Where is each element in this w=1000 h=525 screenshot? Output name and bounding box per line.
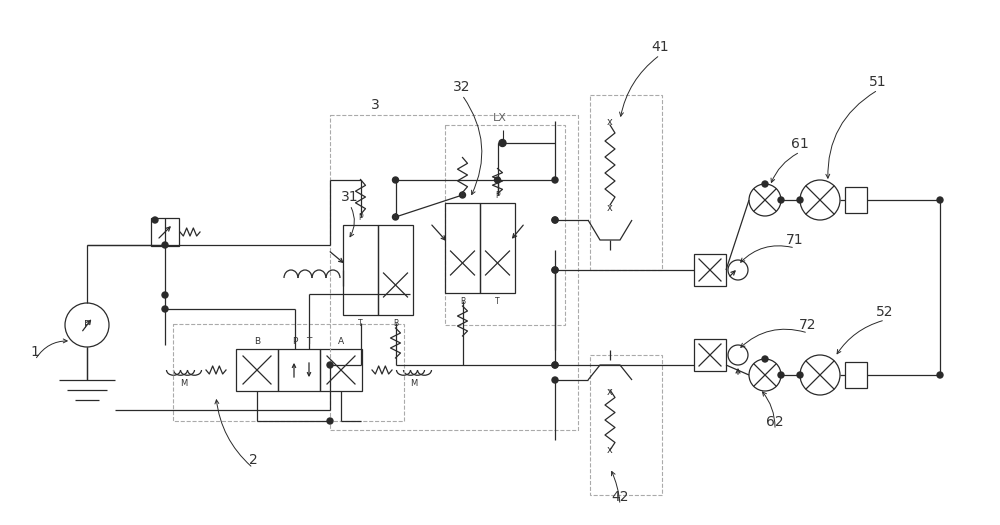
Bar: [694, 254, 726, 286]
Bar: [590, 355, 662, 495]
Text: P: P: [292, 337, 298, 345]
Text: x: x: [607, 445, 613, 455]
Bar: [445, 203, 480, 293]
Text: T: T: [306, 337, 312, 345]
Text: x: x: [607, 387, 613, 397]
Circle shape: [552, 177, 558, 183]
Text: 31: 31: [341, 190, 359, 204]
Circle shape: [152, 217, 158, 223]
Text: A: A: [393, 213, 398, 222]
Text: B: B: [254, 337, 260, 345]
Circle shape: [552, 267, 558, 273]
Text: 62: 62: [766, 415, 784, 429]
Circle shape: [499, 140, 506, 146]
Circle shape: [797, 372, 803, 378]
Circle shape: [762, 356, 768, 362]
Text: P: P: [495, 191, 500, 200]
Text: 72: 72: [799, 318, 817, 332]
Text: T: T: [495, 297, 500, 306]
Circle shape: [778, 197, 784, 203]
Text: x: x: [607, 117, 613, 127]
Circle shape: [494, 177, 501, 183]
Bar: [278, 349, 320, 391]
Text: 3: 3: [371, 98, 379, 112]
Bar: [343, 225, 378, 315]
Bar: [236, 349, 278, 391]
Text: 61: 61: [791, 137, 809, 151]
Text: P: P: [84, 320, 90, 330]
Text: B: B: [460, 297, 465, 306]
Circle shape: [392, 177, 398, 183]
Text: 71: 71: [786, 233, 804, 247]
Circle shape: [162, 292, 168, 298]
Bar: [151, 218, 179, 246]
Circle shape: [797, 197, 803, 203]
Bar: [845, 187, 867, 213]
Text: 2: 2: [249, 453, 257, 467]
Circle shape: [937, 197, 943, 203]
Circle shape: [552, 217, 558, 223]
Text: LX: LX: [493, 113, 507, 123]
Text: x: x: [607, 203, 613, 213]
Bar: [173, 324, 404, 421]
Text: A: A: [338, 337, 344, 345]
Bar: [590, 95, 662, 270]
Circle shape: [552, 362, 558, 368]
Text: B: B: [393, 319, 398, 328]
Circle shape: [762, 181, 768, 187]
Circle shape: [162, 306, 168, 312]
Circle shape: [460, 192, 466, 198]
Text: 1: 1: [31, 345, 39, 359]
Bar: [845, 362, 867, 388]
Text: 52: 52: [876, 305, 894, 319]
Circle shape: [552, 377, 558, 383]
Bar: [694, 339, 726, 371]
Bar: [480, 203, 515, 293]
Text: 51: 51: [869, 75, 887, 89]
Bar: [445, 125, 565, 325]
Text: 41: 41: [651, 40, 669, 54]
Bar: [330, 115, 578, 430]
Text: A: A: [460, 191, 465, 200]
Circle shape: [327, 418, 333, 424]
Text: T: T: [358, 319, 363, 328]
Text: 32: 32: [453, 80, 471, 94]
Circle shape: [937, 372, 943, 378]
Circle shape: [327, 362, 333, 368]
Circle shape: [552, 267, 558, 273]
Circle shape: [778, 372, 784, 378]
Circle shape: [552, 362, 558, 368]
Text: M: M: [180, 380, 188, 388]
Text: 42: 42: [611, 490, 629, 504]
Bar: [378, 225, 413, 315]
Circle shape: [162, 242, 168, 248]
Bar: [320, 349, 362, 391]
Text: M: M: [410, 380, 418, 388]
Circle shape: [392, 214, 398, 220]
Circle shape: [552, 217, 558, 223]
Text: P: P: [358, 213, 363, 222]
